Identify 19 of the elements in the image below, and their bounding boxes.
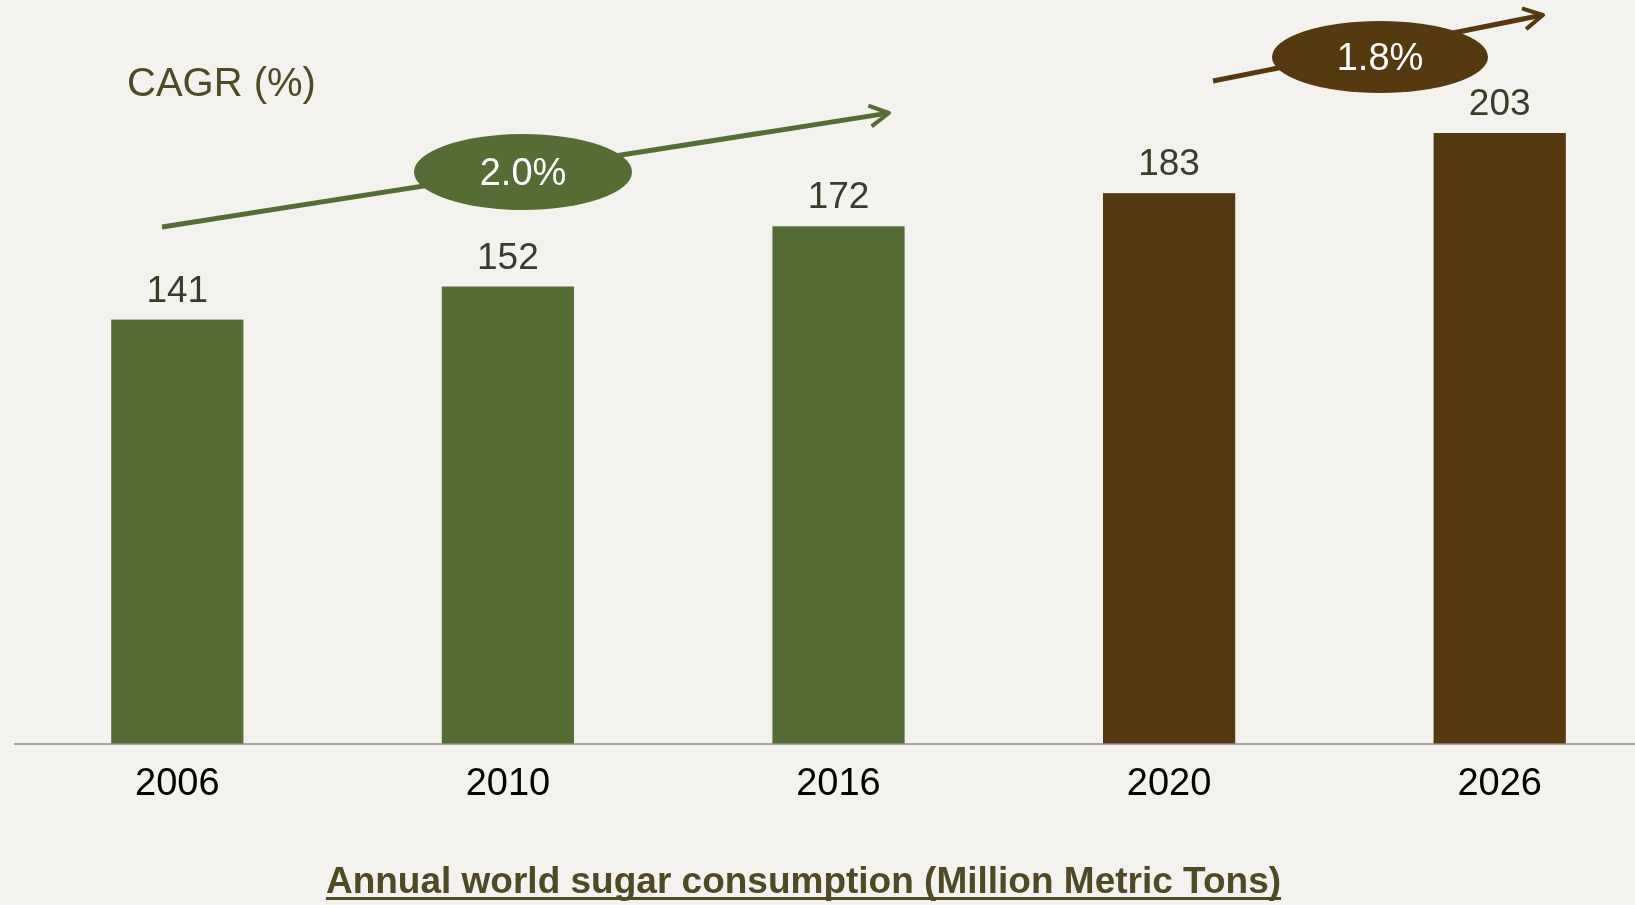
x-tick-label: 2020 <box>1126 761 1212 803</box>
bar <box>1433 133 1566 744</box>
bar <box>111 319 244 744</box>
x-tick-label: 2006 <box>135 761 220 803</box>
bar <box>441 286 575 744</box>
text: CAGR (%) <box>127 60 316 104</box>
bar <box>1102 193 1236 744</box>
text: 1.8% <box>1336 36 1424 78</box>
text: Annual world sugar consumption (Million Metric Tons) <box>325 860 1282 901</box>
data-label: 183 <box>1138 142 1200 184</box>
data-label: 172 <box>807 175 870 217</box>
bar <box>772 226 905 744</box>
x-tick-label: 2010 <box>465 761 551 803</box>
data-label: 203 <box>1468 82 1531 123</box>
data-label: 152 <box>477 235 539 277</box>
x-tick-label: 2026 <box>1457 761 1542 803</box>
annotation: 2.0% <box>479 151 567 193</box>
x-tick-label: 2016 <box>796 761 881 803</box>
data-label: 141 <box>146 268 209 310</box>
